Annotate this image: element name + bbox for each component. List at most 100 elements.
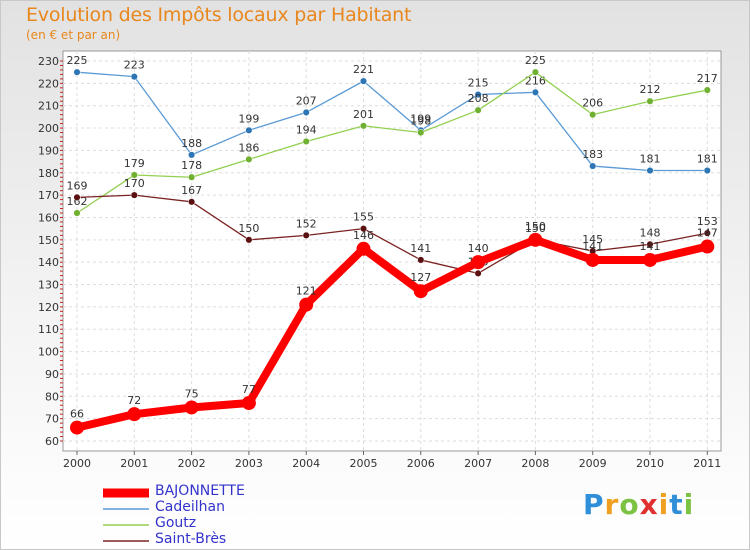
data-label-goutz: 208 <box>468 92 489 105</box>
legend-item-goutz: Goutz <box>101 515 301 533</box>
x-tick-label: 2004 <box>292 457 320 470</box>
y-tick-label: 70 <box>45 413 59 426</box>
data-label-saint-br-s: 141 <box>410 242 431 255</box>
data-point-cadeilhan <box>359 77 368 85</box>
legend-label-cadeilhan: Cadeilhan <box>155 499 225 515</box>
data-label-saint-br-s: 170 <box>124 177 145 190</box>
legend-item-saint-bres: Saint-Brès <box>101 531 301 549</box>
logo-letter: i <box>658 488 670 521</box>
data-label-saint-br-s: 155 <box>353 211 374 224</box>
data-label-bajonnette: 147 <box>697 227 718 240</box>
y-tick-label: 120 <box>38 301 59 314</box>
data-point-cadeilhan <box>245 126 253 134</box>
x-tick-label: 2008 <box>521 457 549 470</box>
data-point-goutz <box>703 86 711 94</box>
data-point-cadeilhan <box>646 166 654 175</box>
data-label-saint-br-s: 148 <box>640 226 661 239</box>
data-point-cadeilhan <box>130 73 138 81</box>
data-point-goutz <box>359 122 368 130</box>
data-point-cadeilhan <box>73 68 81 76</box>
x-tick-label: 2001 <box>120 457 148 470</box>
data-label-cadeilhan: 188 <box>181 137 202 150</box>
legend-label-bajonnette: BAJONNETTE <box>155 483 245 499</box>
data-point-bajonnette <box>413 284 428 299</box>
x-tick-label: 2009 <box>579 457 607 470</box>
data-point-goutz <box>646 97 654 105</box>
y-tick-label: 180 <box>38 167 59 180</box>
data-point-bajonnette <box>700 239 715 254</box>
y-tick-label: 210 <box>38 100 59 113</box>
data-point-saint-br-s <box>359 225 368 233</box>
legend: BAJONNETTE Cadeilhan Goutz Saint-Brès <box>101 483 301 549</box>
data-point-bajonnette <box>528 232 543 247</box>
data-label-bajonnette: 66 <box>70 408 84 421</box>
data-label-goutz: 186 <box>238 141 259 154</box>
data-label-bajonnette: 77 <box>242 383 256 396</box>
y-tick-label: 130 <box>38 279 59 292</box>
data-label-cadeilhan: 215 <box>468 77 489 90</box>
data-point-cadeilhan <box>302 108 310 116</box>
data-point-cadeilhan <box>703 166 711 175</box>
x-tick-label: 2005 <box>350 457 378 470</box>
y-tick-label: 220 <box>38 77 59 90</box>
plot-area <box>62 50 722 452</box>
data-point-goutz <box>531 68 539 76</box>
y-tick-label: 100 <box>38 346 59 359</box>
data-label-saint-br-s: 150 <box>238 222 259 235</box>
data-label-saint-br-s: 169 <box>67 179 88 192</box>
data-point-bajonnette <box>184 400 199 415</box>
data-label-goutz: 194 <box>296 123 317 136</box>
data-point-goutz <box>130 171 138 179</box>
data-point-goutz <box>245 155 253 163</box>
data-point-cadeilhan <box>188 151 196 159</box>
data-label-cadeilhan: 225 <box>67 54 88 67</box>
y-tick-label: 80 <box>45 390 59 403</box>
y-tick-label: 230 <box>38 55 59 68</box>
logo-letter: i <box>683 488 695 521</box>
logo-letter: o <box>619 488 640 521</box>
y-tick-label: 200 <box>38 122 59 135</box>
data-point-cadeilhan <box>474 90 482 99</box>
legend-item-cadeilhan: Cadeilhan <box>101 499 301 517</box>
data-label-bajonnette: 127 <box>410 271 431 284</box>
data-label-goutz: 212 <box>640 83 661 96</box>
y-tick-label: 90 <box>45 368 59 381</box>
proxiti-logo: Proxiti <box>583 488 694 521</box>
data-label-goutz: 201 <box>353 108 374 121</box>
y-tick-label: 140 <box>38 256 59 269</box>
data-point-saint-br-s <box>188 198 196 206</box>
data-label-cadeilhan: 216 <box>525 74 546 87</box>
logo-letter: t <box>669 488 684 521</box>
y-tick-label: 190 <box>38 144 59 157</box>
data-label-saint-br-s: 145 <box>582 233 603 246</box>
x-tick-label: 2010 <box>636 457 664 470</box>
x-tick-label: 2002 <box>178 457 206 470</box>
data-label-cadeilhan: 181 <box>640 153 661 166</box>
chart-subtitle: (en € et par an) <box>26 28 121 42</box>
data-label-goutz: 206 <box>582 97 603 110</box>
data-point-saint-br-s <box>474 269 482 277</box>
data-label-cadeilhan: 221 <box>353 63 374 76</box>
data-label-goutz: 225 <box>525 54 546 67</box>
data-label-bajonnette: 146 <box>353 229 374 242</box>
data-point-bajonnette <box>70 420 84 435</box>
data-label-cadeilhan: 183 <box>582 148 603 161</box>
x-tick-label: 2007 <box>464 457 492 470</box>
data-label-cadeilhan: 181 <box>697 153 718 166</box>
series-line-cadeilhan <box>76 71 708 172</box>
x-tick-label: 2006 <box>407 457 435 470</box>
data-label-goutz: 217 <box>697 72 718 85</box>
data-point-cadeilhan <box>589 162 597 170</box>
data-label-saint-br-s: 167 <box>181 184 202 197</box>
data-point-goutz <box>417 128 425 137</box>
data-label-goutz: 198 <box>410 115 431 128</box>
data-point-goutz <box>188 173 196 181</box>
data-label-bajonnette: 121 <box>296 285 317 298</box>
x-tick-label: 2000 <box>63 457 91 470</box>
logo-letter: P <box>583 488 605 521</box>
data-point-goutz <box>302 137 310 146</box>
series-line-bajonnette <box>76 235 709 432</box>
logo-letter: x <box>639 488 659 521</box>
